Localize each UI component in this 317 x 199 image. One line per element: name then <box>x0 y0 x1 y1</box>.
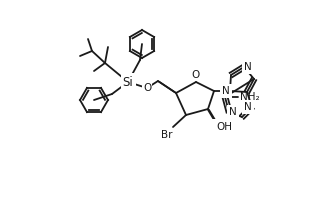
Text: OH: OH <box>216 122 232 132</box>
Text: N: N <box>222 86 230 96</box>
Polygon shape <box>206 109 216 119</box>
Polygon shape <box>157 81 178 93</box>
Text: N: N <box>229 107 237 117</box>
Text: N: N <box>244 62 252 72</box>
Text: Br: Br <box>160 130 172 140</box>
Text: O: O <box>143 83 151 93</box>
Text: O: O <box>192 70 200 80</box>
Text: N: N <box>244 102 252 112</box>
Text: NH₂: NH₂ <box>240 92 260 102</box>
Text: Si: Si <box>123 75 133 89</box>
